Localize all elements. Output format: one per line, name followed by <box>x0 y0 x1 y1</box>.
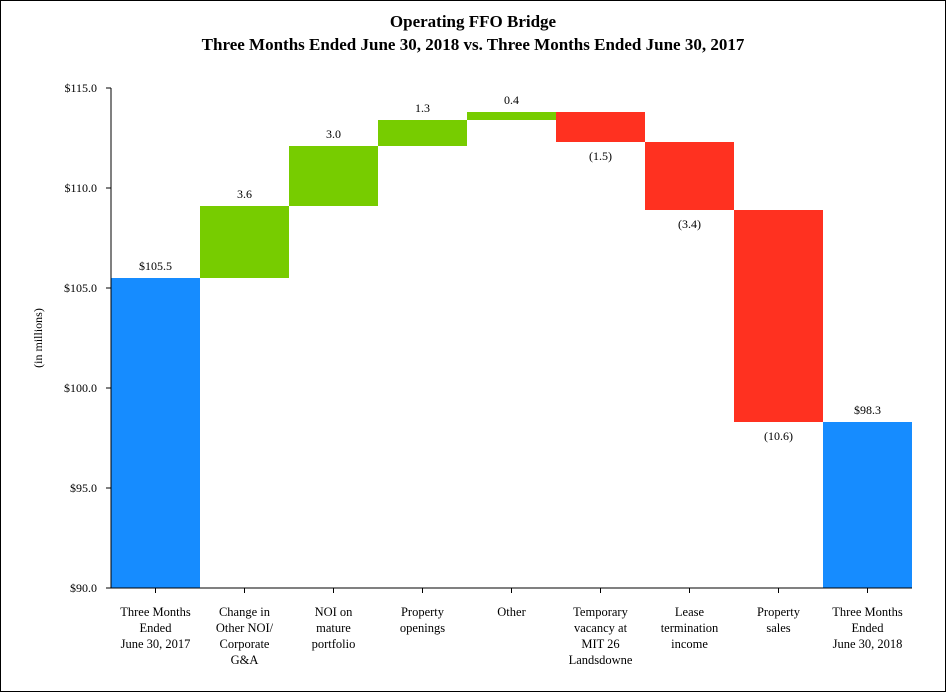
bar <box>645 142 734 210</box>
bar <box>289 146 378 206</box>
x-tick-label: Change in Other NOI/ Corporate G&A <box>215 605 274 667</box>
y-tick-label: $105.0 <box>64 281 97 295</box>
y-axis-label: (in millions) <box>31 308 45 368</box>
bar <box>823 422 912 588</box>
x-tick-label: Lease termination income <box>660 605 719 651</box>
value-label: $98.3 <box>854 403 881 417</box>
x-tick-label: Property sales <box>756 605 801 635</box>
y-tick-label: $100.0 <box>64 381 97 395</box>
x-tick-label: Property openings <box>399 605 446 635</box>
value-label: $105.5 <box>139 259 172 273</box>
x-tick-label: Three Months Ended June 30, 2018 <box>832 605 903 651</box>
x-tick-label: NOI on mature portfolio <box>311 605 356 651</box>
x-tick-label: Three Months Ended June 30, 2017 <box>120 605 191 651</box>
y-tick-label: $115.0 <box>64 81 97 95</box>
x-tick-label: Other <box>497 605 526 619</box>
value-label: (10.6) <box>764 429 793 443</box>
bar <box>467 112 556 120</box>
value-label: 0.4 <box>504 93 519 107</box>
bar <box>200 206 289 278</box>
value-label: 1.3 <box>415 101 430 115</box>
bar <box>378 120 467 146</box>
value-label: (3.4) <box>678 217 701 231</box>
y-tick-label: $95.0 <box>70 481 97 495</box>
chart-title: Operating FFO Bridge <box>390 12 557 31</box>
bar <box>734 210 823 422</box>
value-label: (1.5) <box>589 149 612 163</box>
value-label: 3.6 <box>237 187 252 201</box>
y-tick-label: $90.0 <box>70 581 97 595</box>
bar <box>111 278 200 588</box>
chart-subtitle: Three Months Ended June 30, 2018 vs. Thr… <box>202 35 745 54</box>
bar <box>556 112 645 142</box>
x-tick-label: Temporary vacancy at MIT 26 Landsdowne <box>568 605 633 667</box>
y-tick-label: $110.0 <box>64 181 97 195</box>
value-label: 3.0 <box>326 127 341 141</box>
